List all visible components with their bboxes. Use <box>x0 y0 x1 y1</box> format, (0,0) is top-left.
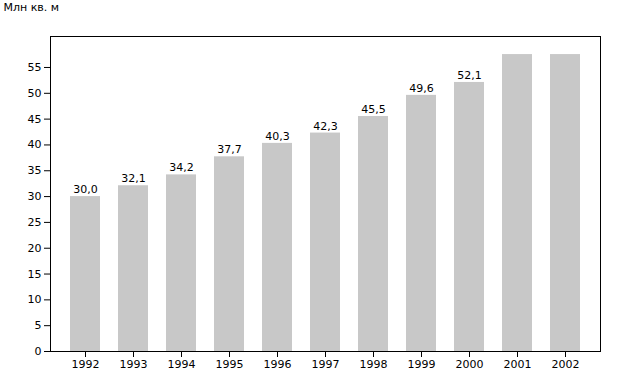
svg-text:0: 0 <box>35 345 42 358</box>
svg-text:1996: 1996 <box>264 358 292 371</box>
svg-text:40: 40 <box>28 138 42 151</box>
svg-text:1994: 1994 <box>168 358 196 371</box>
svg-text:42,3: 42,3 <box>313 120 338 133</box>
svg-text:45,5: 45,5 <box>361 103 386 116</box>
svg-text:1998: 1998 <box>360 358 388 371</box>
svg-text:2002: 2002 <box>552 358 580 371</box>
svg-text:34,2: 34,2 <box>169 161 194 174</box>
svg-text:52,1: 52,1 <box>457 69 482 82</box>
svg-text:40,3: 40,3 <box>265 130 290 143</box>
svg-text:32,1: 32,1 <box>121 172 146 185</box>
svg-text:49,6: 49,6 <box>409 82 434 95</box>
svg-text:2000: 2000 <box>456 358 484 371</box>
svg-text:Млн кв. м: Млн кв. м <box>4 1 60 14</box>
svg-text:35: 35 <box>28 164 42 177</box>
svg-text:5: 5 <box>35 319 42 332</box>
svg-text:1992: 1992 <box>72 358 100 371</box>
svg-text:37,7: 37,7 <box>217 143 242 156</box>
svg-text:55: 55 <box>28 61 42 74</box>
svg-text:25: 25 <box>28 216 42 229</box>
svg-text:50: 50 <box>28 87 42 100</box>
svg-text:1997: 1997 <box>312 358 340 371</box>
svg-text:30,0: 30,0 <box>73 183 98 196</box>
svg-text:1999: 1999 <box>408 358 436 371</box>
svg-text:1995: 1995 <box>216 358 244 371</box>
svg-text:1993: 1993 <box>120 358 148 371</box>
svg-text:45: 45 <box>28 113 42 126</box>
svg-text:2001: 2001 <box>504 358 532 371</box>
svg-text:10: 10 <box>28 293 42 306</box>
svg-text:20: 20 <box>28 242 42 255</box>
svg-text:30: 30 <box>28 190 42 203</box>
svg-text:15: 15 <box>28 268 42 281</box>
